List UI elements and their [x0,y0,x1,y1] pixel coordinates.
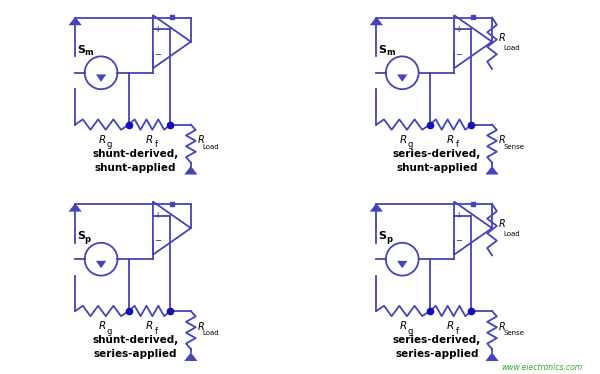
Text: series-derived,
shunt-applied: series-derived, shunt-applied [392,149,481,173]
Text: R: R [499,220,506,230]
Text: p: p [386,234,392,244]
Polygon shape [397,74,407,82]
Text: R: R [499,135,506,145]
Polygon shape [397,261,407,268]
Text: S: S [77,231,85,241]
Text: g: g [407,327,413,335]
Text: R: R [198,322,205,331]
Text: −: − [455,236,462,245]
Text: Load: Load [202,144,218,150]
Text: m: m [386,48,394,57]
Polygon shape [96,261,106,268]
Text: f: f [456,140,459,149]
Text: −: − [154,50,161,59]
Text: g: g [106,140,112,149]
Text: f: f [456,327,459,335]
Text: S: S [378,231,386,241]
Polygon shape [68,203,82,212]
Text: p: p [85,234,91,244]
Text: series-derived,
series-applied: series-derived, series-applied [392,335,481,359]
Text: S: S [378,45,386,55]
Text: +: + [154,25,160,34]
Text: +: + [455,25,461,34]
Text: Load: Load [503,45,520,50]
Text: shunt-derived,
series-applied: shunt-derived, series-applied [92,335,179,359]
Text: f: f [155,327,158,335]
Text: R: R [499,322,506,331]
Text: +: + [154,211,160,220]
Text: www.eiectronics.com: www.eiectronics.com [501,363,582,372]
Text: R: R [499,33,506,43]
Polygon shape [184,166,197,175]
Polygon shape [485,352,499,361]
Text: +: + [455,211,461,220]
Polygon shape [485,166,499,175]
Text: R: R [98,135,106,145]
Text: Load: Load [503,231,520,237]
Text: R: R [146,321,153,331]
Text: Sense: Sense [503,144,524,150]
Polygon shape [370,203,383,212]
Text: Load: Load [202,331,218,337]
Text: R: R [400,135,407,145]
Text: S: S [77,45,85,55]
Text: R: R [98,321,106,331]
Text: R: R [400,321,407,331]
Text: R: R [198,135,205,145]
Text: R: R [447,321,454,331]
Polygon shape [184,352,197,361]
Polygon shape [68,17,82,25]
Polygon shape [370,17,383,25]
Text: shunt-derived,
shunt-applied: shunt-derived, shunt-applied [92,149,179,173]
Text: f: f [155,140,158,149]
Text: −: − [154,236,161,245]
Text: g: g [106,327,112,335]
Text: Sense: Sense [503,331,524,337]
Text: g: g [407,140,413,149]
Text: R: R [146,135,153,145]
Text: m: m [85,48,94,57]
Polygon shape [96,74,106,82]
Text: R: R [447,135,454,145]
Text: −: − [455,50,462,59]
